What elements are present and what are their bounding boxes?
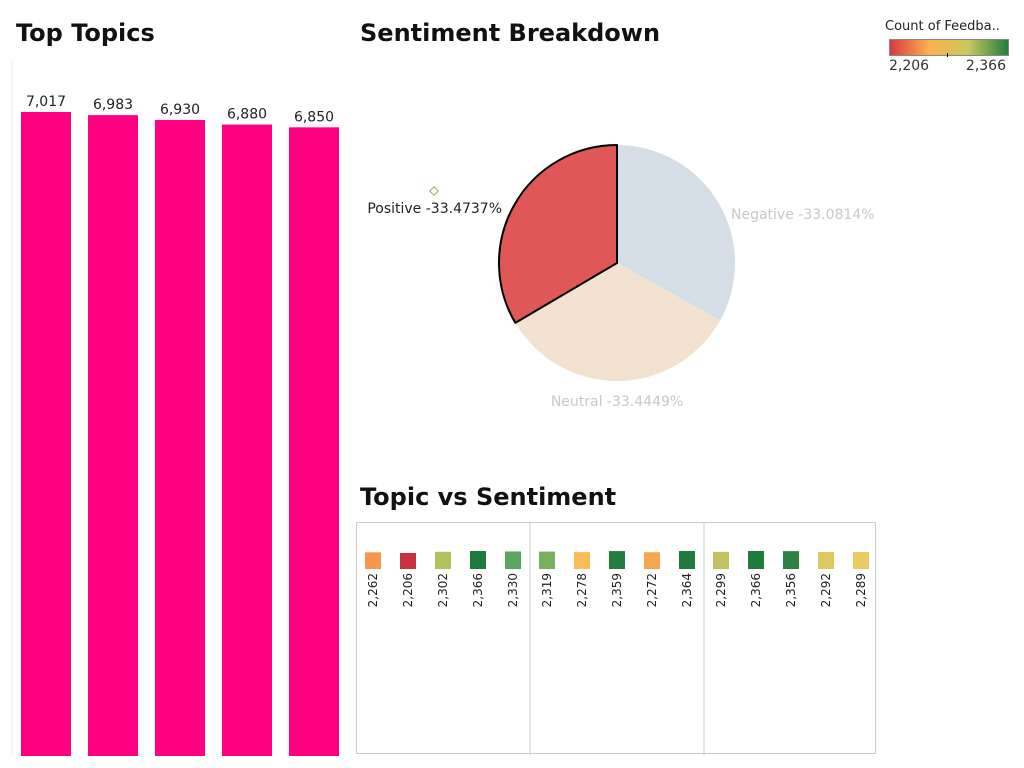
heatmap-value-label: 2,206 — [401, 573, 415, 607]
heatmap-value-label: 2,359 — [610, 573, 624, 607]
bar-value-label: 6,983 — [93, 97, 133, 113]
heatmap-value-label: 2,364 — [680, 573, 694, 607]
heatmap-value-label: 2,319 — [540, 573, 554, 607]
topic-bar[interactable] — [155, 119, 205, 756]
pie-slice-positive[interactable] — [497, 144, 618, 324]
legend-min-label: 2,206 — [889, 58, 930, 74]
pie-slice-neutral[interactable] — [515, 263, 721, 382]
color-legend[interactable]: Count of Feedba.. 2,206 2,366 — [884, 17, 1014, 77]
bar-value-label: 6,930 — [160, 102, 200, 118]
sentiment-pie-chart: Negative -33.0814% Neutral -33.4449% Posit… — [367, 144, 875, 410]
heatmap-cell[interactable] — [400, 553, 416, 569]
bar-value-label: 6,880 — [227, 107, 267, 123]
topic-vs-sentiment-heatmap: 2,262 2,206 2,302 2,366 2,330 2,319 2,278 2,359… — [365, 523, 869, 755]
bar-value-label: 7,017 — [26, 94, 66, 110]
topic-vs-sentiment-panel: 2,262 2,206 2,302 2,366 2,330 2,319 2,278 2,359… — [356, 522, 876, 755]
heatmap-value-label: 2,299 — [714, 573, 728, 607]
topic-vs-sentiment-title: Topic vs Sentiment — [360, 483, 617, 511]
heatmap-cell[interactable] — [505, 551, 521, 569]
heatmap-value-label: 2,272 — [645, 573, 659, 607]
topic-bar[interactable] — [88, 115, 138, 756]
heatmap-cell[interactable] — [365, 552, 381, 569]
legend-tick — [947, 53, 948, 57]
heatmap-value-label: 2,366 — [471, 573, 485, 607]
heatmap-value-label: 2,366 — [749, 573, 763, 607]
heatmap-value-label: 2,292 — [819, 573, 833, 607]
heatmap-cell[interactable] — [713, 551, 729, 569]
legend-max-label: 2,366 — [965, 58, 1006, 74]
heatmap-value-label: 2,278 — [575, 573, 589, 607]
bar-value-label: 6,850 — [294, 109, 334, 125]
pie-annotation-marker — [429, 186, 439, 196]
pie-label-positive: Positive -33.4737% — [367, 201, 502, 217]
legend-gradient-bar — [889, 39, 1009, 56]
heatmap-value-label: 2,356 — [784, 573, 798, 607]
pie-label-negative: Negative -33.0814% — [731, 207, 875, 223]
heatmap-cell[interactable] — [644, 552, 660, 569]
topic-bar[interactable] — [289, 127, 339, 756]
sentiment-breakdown-title: Sentiment Breakdown — [360, 19, 661, 47]
heatmap-value-label: 2,262 — [366, 573, 380, 607]
heatmap-cell[interactable] — [574, 552, 590, 569]
heatmap-cell[interactable] — [435, 551, 451, 569]
heatmap-cell[interactable] — [539, 551, 555, 569]
top-topics-bar-chart: 7,017 6,983 6,930 6,880 6,850 — [11, 60, 339, 756]
topic-bar[interactable] — [21, 112, 71, 756]
topic-bar[interactable] — [222, 124, 272, 756]
pie-slice-negative[interactable] — [617, 145, 736, 321]
heatmap-value-label: 2,302 — [436, 573, 450, 607]
heatmap-value-label: 2,330 — [506, 573, 520, 607]
heatmap-cell[interactable] — [818, 551, 834, 569]
heatmap-cell[interactable] — [609, 551, 625, 569]
heatmap-cell[interactable] — [783, 551, 799, 569]
heatmap-value-label: 2,289 — [854, 573, 868, 607]
heatmap-cell[interactable] — [470, 551, 486, 569]
pie-label-neutral: Neutral -33.4449% — [551, 394, 683, 410]
heatmap-cell[interactable] — [748, 551, 764, 569]
heatmap-cell[interactable] — [679, 551, 695, 569]
top-topics-title: Top Topics — [16, 19, 155, 47]
heatmap-cell[interactable] — [853, 551, 869, 569]
legend-title: Count of Feedba.. — [885, 19, 1000, 34]
